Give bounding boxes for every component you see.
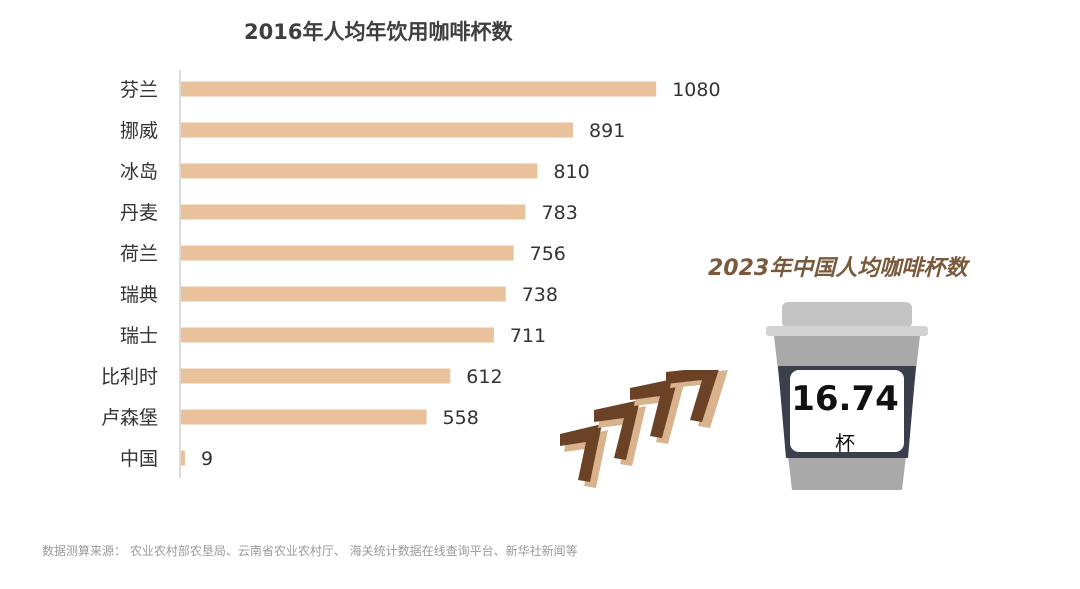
bar: [181, 204, 526, 220]
bar: [181, 450, 185, 466]
chart-title: 2016年人均年饮用咖啡杯数: [244, 20, 513, 44]
cup-value: 16.74: [791, 379, 899, 419]
bar: [181, 163, 538, 179]
value-label: 612: [466, 366, 502, 388]
category-label: 瑞士: [120, 325, 158, 347]
cup-lid-rim: [766, 326, 928, 336]
category-label: 瑞典: [120, 284, 158, 306]
value-label: 891: [589, 120, 625, 142]
category-label: 中国: [120, 448, 158, 470]
decorative-arrows-icon: [560, 370, 728, 488]
bar-chart: 芬兰 1080 挪威 891 冰岛 810 丹麦 783 荷兰 756 瑞典 738 瑞士 711 比利时 6…: [101, 70, 720, 478]
value-label: 1080: [672, 79, 720, 101]
coffee-cup-icon: [766, 302, 928, 490]
value-label: 9: [201, 448, 213, 470]
category-label: 卢森堡: [101, 407, 158, 429]
value-label: 558: [443, 407, 479, 429]
category-label: 比利时: [101, 366, 158, 388]
value-label: 711: [510, 325, 546, 347]
bar: [181, 327, 494, 343]
bar: [181, 81, 657, 97]
category-label: 芬兰: [120, 79, 158, 101]
bar: [181, 122, 574, 138]
category-label: 荷兰: [120, 243, 158, 265]
category-label: 丹麦: [120, 202, 158, 224]
cup-unit: 杯: [835, 431, 855, 455]
bar: [181, 245, 514, 261]
bar: [181, 409, 427, 425]
bar: [181, 368, 451, 384]
source-note: 数据测算来源： 农业农村部农垦局、云南省农业农村厅、 海关统计数据在线查询平台、…: [42, 544, 578, 558]
category-label: 冰岛: [120, 161, 158, 183]
category-label: 挪威: [120, 120, 158, 142]
value-label: 756: [530, 243, 566, 265]
value-label: 783: [542, 202, 578, 224]
cup-lid-top: [782, 302, 912, 328]
cup-label-card: [790, 370, 904, 452]
value-label: 738: [522, 284, 558, 306]
value-label: 810: [553, 161, 589, 183]
infographic-title: 2023年中国人均咖啡杯数: [708, 256, 968, 281]
bar: [181, 286, 506, 302]
